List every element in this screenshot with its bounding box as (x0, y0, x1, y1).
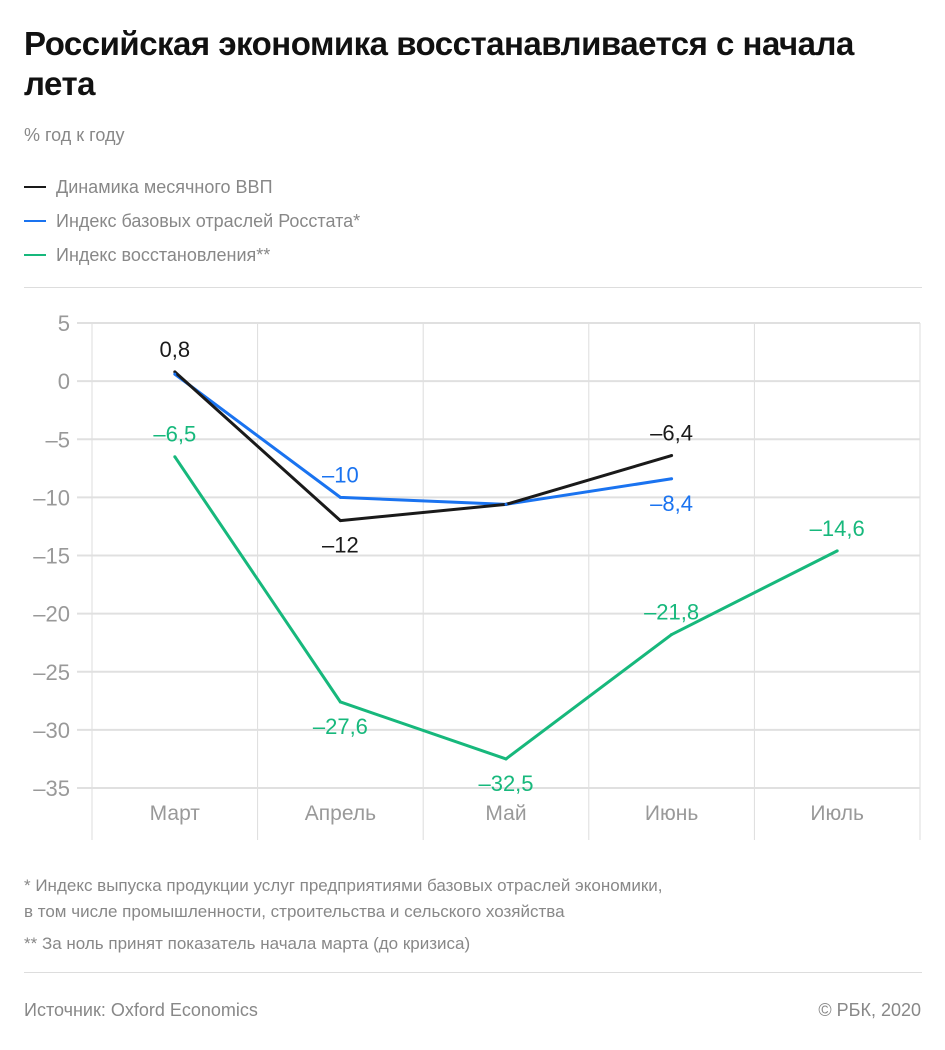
y-tick-label: –30 (33, 718, 70, 743)
footnote-2: ** За ноль принят показатель начала март… (24, 934, 471, 953)
y-tick-label: –5 (46, 427, 70, 452)
line-chart: 5 0 –5 –10 –15 –20 –25 –30 –35 Март Апрель Май Июнь И… (33, 311, 921, 840)
legend-swatch (24, 254, 46, 256)
data-point (338, 519, 342, 523)
data-point (504, 757, 508, 761)
legend-item: Индекс восстановления** (24, 238, 360, 272)
data-label: –6,4 (650, 421, 693, 446)
source: Источник: Oxford Economics (24, 1000, 258, 1020)
series-line (173, 370, 673, 523)
y-tick-label: –20 (33, 602, 70, 627)
x-tick-label: Март (150, 802, 201, 825)
y-tick-label: 5 (58, 311, 70, 336)
data-label: –32,5 (478, 771, 533, 796)
y-tick-label: –10 (33, 485, 70, 510)
x-tick-label: Апрель (305, 802, 376, 825)
data-point (338, 495, 342, 499)
chart-title: Российская экономика восстанавливается с… (24, 25, 854, 102)
data-point (835, 549, 839, 553)
y-tick-label: 0 (58, 369, 70, 394)
legend: Динамика месячного ВВП Индекс базовых отр… (24, 170, 360, 272)
data-label: –27,6 (313, 714, 368, 739)
footnote-1-cont: в том числе промышленности, строительств… (24, 902, 565, 921)
data-label: –14,6 (810, 516, 865, 541)
legend-swatch (24, 220, 46, 222)
x-tick-label: Июнь (645, 802, 698, 825)
data-label: 0,8 (160, 337, 191, 362)
divider (24, 287, 922, 288)
legend-swatch (24, 186, 46, 188)
data-point (670, 633, 674, 637)
y-tick-label: –25 (33, 660, 70, 685)
series-line (173, 372, 672, 506)
data-point (173, 372, 177, 376)
data-point (504, 502, 508, 506)
data-point (670, 454, 674, 458)
y-tick-label: –35 (33, 776, 70, 801)
legend-item: Динамика месячного ВВП (24, 170, 360, 204)
x-tick-label: Июль (810, 802, 864, 825)
footnotes: * Индекс выпуска продукции услуг предпри… (24, 873, 663, 957)
data-point (338, 700, 342, 704)
data-label: –21,8 (644, 600, 699, 625)
series-line (173, 455, 838, 761)
data-label: –8,4 (650, 491, 693, 516)
copyright: © РБК, 2020 (818, 1000, 921, 1020)
data-point (670, 477, 674, 481)
data-label: –10 (322, 462, 359, 487)
legend-label: Динамика месячного ВВП (56, 176, 273, 197)
legend-item: Индекс базовых отраслей Росстата* (24, 204, 360, 238)
data-label: –6,5 (153, 422, 196, 447)
y-tick-label: –15 (33, 544, 70, 569)
divider (24, 972, 922, 973)
legend-label: Индекс восстановления** (56, 244, 271, 265)
data-label: –12 (322, 533, 359, 558)
footnote-1: * Индекс выпуска продукции услуг предпри… (24, 876, 663, 895)
data-point (173, 370, 177, 374)
data-point (173, 455, 177, 459)
chart-subtitle: % год к году (24, 125, 125, 145)
legend-label: Индекс базовых отраслей Росстата* (56, 210, 361, 231)
x-tick-label: Май (485, 802, 526, 825)
